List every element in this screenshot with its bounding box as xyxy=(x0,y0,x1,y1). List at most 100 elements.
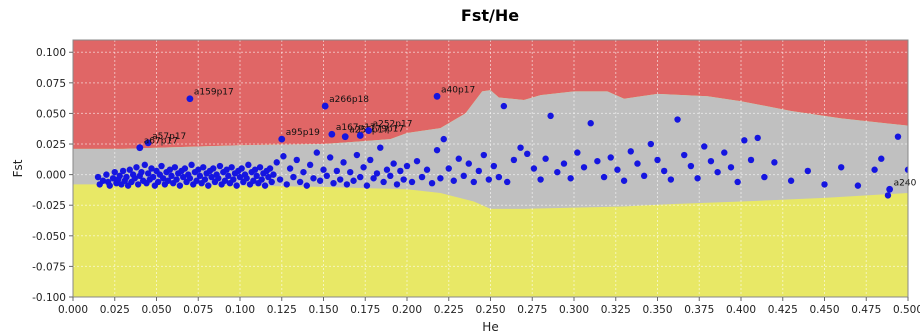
y-tick-label: 0.100 xyxy=(36,47,66,59)
data-point xyxy=(727,164,735,171)
data-point xyxy=(504,178,511,186)
data-point xyxy=(131,175,138,182)
data-point xyxy=(408,178,416,186)
data-point xyxy=(119,167,127,175)
data-point xyxy=(347,168,354,176)
data-point xyxy=(450,177,457,184)
data-point xyxy=(878,155,885,162)
data-point xyxy=(660,167,668,175)
data-point xyxy=(99,177,107,184)
x-tick-label: 0.350 xyxy=(642,304,672,316)
x-axis: 0.000 0.025 0.050 0.075 0.100 0.125 0.150 0.175… xyxy=(58,297,920,316)
y-tick-label: -0.050 xyxy=(32,231,66,243)
data-point xyxy=(138,168,145,176)
data-point xyxy=(210,165,217,172)
data-point xyxy=(620,177,628,184)
data-point xyxy=(614,166,621,173)
data-point xyxy=(701,143,708,150)
data-point xyxy=(109,175,117,182)
data-point xyxy=(674,116,681,123)
data-point xyxy=(223,166,230,173)
data-point xyxy=(154,178,162,186)
data-point xyxy=(510,156,518,164)
data-point xyxy=(542,155,549,162)
point-label: a95p19 xyxy=(286,128,320,138)
data-point xyxy=(148,165,155,172)
data-point xyxy=(437,175,444,182)
data-point xyxy=(270,171,277,178)
data-point xyxy=(166,166,174,173)
data-point xyxy=(480,151,488,159)
data-point xyxy=(640,172,648,180)
data-point xyxy=(804,167,811,175)
data-point xyxy=(103,171,110,178)
data-point xyxy=(455,155,462,162)
data-point xyxy=(261,182,269,189)
data-point xyxy=(266,165,274,172)
data-point xyxy=(485,176,493,183)
data-point xyxy=(445,165,452,172)
data-point xyxy=(530,165,538,172)
y-tick-label: 0.050 xyxy=(36,108,66,120)
data-point xyxy=(233,182,240,189)
data-point xyxy=(357,173,364,181)
data-point xyxy=(871,166,878,173)
data-point xyxy=(821,181,828,188)
x-tick-label: 0.025 xyxy=(100,304,130,316)
data-point xyxy=(250,177,257,184)
data-point xyxy=(634,160,641,167)
data-point xyxy=(428,179,436,187)
y-tick-label: 0.075 xyxy=(36,78,66,90)
point-label: a240 xyxy=(894,178,917,188)
data-point xyxy=(180,173,187,181)
data-point xyxy=(567,175,574,182)
point-label: a179p17 xyxy=(364,124,404,134)
data-point xyxy=(627,148,634,155)
x-tick-label: 0.475 xyxy=(851,304,881,316)
data-point xyxy=(495,173,503,181)
data-point xyxy=(320,166,327,173)
data-point xyxy=(123,173,130,181)
data-point xyxy=(134,181,142,188)
data-point xyxy=(273,159,280,166)
x-tick-label: 0.400 xyxy=(726,304,756,316)
data-point xyxy=(580,164,588,171)
data-point xyxy=(721,149,728,156)
x-tick-label: 0.125 xyxy=(267,304,297,316)
data-point xyxy=(353,151,361,159)
data-point xyxy=(276,176,284,183)
data-point xyxy=(313,149,321,156)
data-point xyxy=(251,166,259,173)
data-point xyxy=(413,157,421,165)
data-point xyxy=(230,176,237,183)
data-point xyxy=(280,153,287,160)
data-point xyxy=(268,178,275,186)
data-point xyxy=(387,172,394,180)
data-point xyxy=(397,167,404,175)
data-point xyxy=(316,177,324,184)
point-label: a252p17 xyxy=(373,120,413,130)
data-point xyxy=(687,162,695,170)
data-point xyxy=(181,165,189,172)
data-point xyxy=(838,164,845,171)
data-point xyxy=(193,177,200,184)
x-tick-label: 0.150 xyxy=(308,304,338,316)
data-point xyxy=(734,178,741,186)
data-point xyxy=(195,166,202,173)
data-point xyxy=(303,182,310,189)
data-point xyxy=(159,175,167,182)
data-point xyxy=(367,156,374,164)
data-point xyxy=(560,160,568,167)
data-point xyxy=(186,175,194,182)
data-point xyxy=(607,154,614,161)
data-point xyxy=(707,157,715,165)
labeled-data-point xyxy=(433,92,441,100)
x-tick-label: 0.325 xyxy=(601,304,631,316)
data-point xyxy=(465,160,472,167)
labeled-data-point xyxy=(136,144,144,152)
x-tick-label: 0.375 xyxy=(684,304,714,316)
data-point xyxy=(144,170,152,177)
x-tick-label: 0.100 xyxy=(225,304,255,316)
point-label: a159p17 xyxy=(194,88,234,98)
data-point xyxy=(350,177,357,184)
